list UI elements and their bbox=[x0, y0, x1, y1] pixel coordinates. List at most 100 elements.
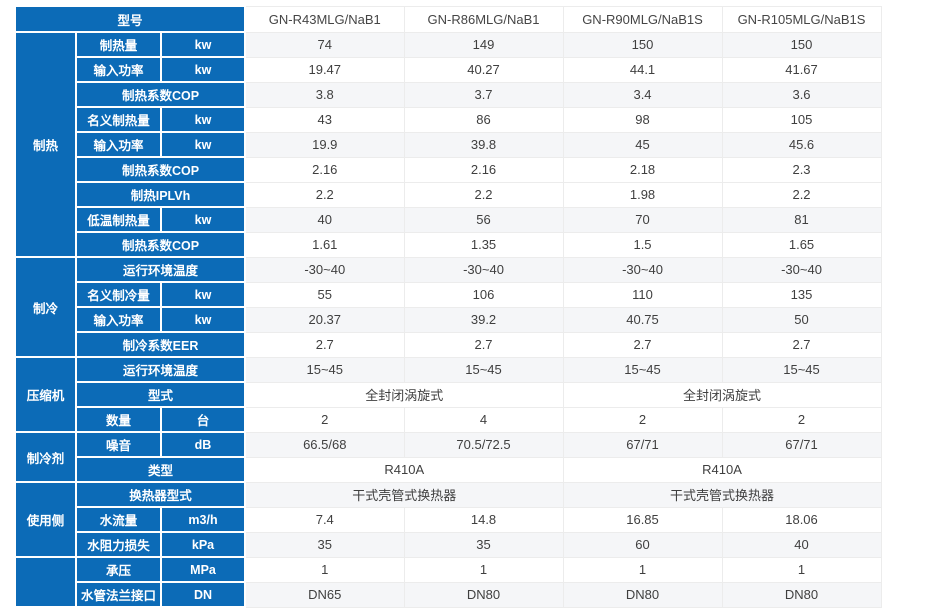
value-cell: 1 bbox=[562, 556, 723, 583]
value-cell: 86 bbox=[403, 106, 564, 133]
row-label-cell: 输入功率 bbox=[75, 56, 162, 83]
value-cell: 1 bbox=[244, 556, 405, 583]
value-cell: 35 bbox=[403, 531, 564, 558]
value-cell: 7.4 bbox=[244, 506, 405, 533]
value-cell: 150 bbox=[562, 31, 723, 58]
model-header-cell: GN-R86MLG/NaB1 bbox=[403, 5, 564, 33]
value-cell: 40 bbox=[244, 206, 405, 233]
table-row: 使用侧 换热器型式 干式壳管式换热器 干式壳管式换热器 bbox=[14, 481, 882, 558]
row-unit-cell: kw bbox=[159, 281, 247, 308]
value-cell: 19.47 bbox=[244, 56, 405, 83]
table-row: 制冷系数EER 2.7 2.7 2.7 2.7 bbox=[15, 331, 882, 358]
row-label-cell: 输入功率 bbox=[75, 306, 162, 333]
table-row: 水阻力损失 kPa 35 35 60 40 bbox=[15, 531, 882, 558]
table-row: 水流量 m3/h 7.4 14.8 16.85 18.06 bbox=[15, 506, 882, 533]
value-cell: 135 bbox=[721, 281, 882, 308]
value-cell: 2.3 bbox=[721, 156, 882, 183]
value-cell: 1 bbox=[403, 556, 564, 583]
table-row: 低温制热量 kw 40 56 70 81 bbox=[15, 206, 882, 233]
value-cell: 44.1 bbox=[562, 56, 723, 83]
value-cell: 2.7 bbox=[244, 331, 405, 358]
row-group-cell: 制冷 bbox=[14, 256, 77, 358]
row-unit-cell: kw bbox=[159, 106, 247, 133]
row-group-cell: 制冷剂 bbox=[14, 431, 77, 483]
table-row: 水管法兰接口 DN DN65 DN80 DN80 DN80 bbox=[15, 581, 882, 608]
row-group-cell: 使用侧 bbox=[14, 481, 77, 558]
value-cell: 3.7 bbox=[403, 81, 564, 108]
model-label-cell: 型号 bbox=[13, 5, 247, 33]
value-cell: 20.37 bbox=[244, 306, 405, 333]
value-cell: 1.5 bbox=[562, 231, 723, 258]
row-label-cell: 水流量 bbox=[75, 506, 162, 533]
value-cell: -30~40 bbox=[562, 256, 723, 283]
value-cell: 3.8 bbox=[244, 81, 405, 108]
row-label-cell: 运行环境温度 bbox=[74, 356, 247, 383]
value-cell: 14.8 bbox=[403, 506, 564, 533]
value-cell: 15~45 bbox=[244, 356, 405, 383]
row-label-cell: 制热系数COP bbox=[74, 231, 247, 258]
value-cell: 110 bbox=[562, 281, 723, 308]
value-cell: DN80 bbox=[403, 581, 564, 608]
row-label-cell: 制热IPLVh bbox=[74, 181, 247, 208]
value-cell: 2 bbox=[721, 406, 882, 433]
value-cell: 2.18 bbox=[562, 156, 723, 183]
value-cell: 106 bbox=[403, 281, 564, 308]
row-unit-cell: MPa bbox=[159, 556, 247, 583]
value-cell: 16.85 bbox=[562, 506, 723, 533]
value-cell: 45.6 bbox=[721, 131, 882, 158]
row-unit-cell: kw bbox=[159, 306, 247, 333]
value-cell: 55 bbox=[244, 281, 405, 308]
value-cell: 66.5/68 bbox=[244, 431, 405, 458]
value-cell: 70.5/72.5 bbox=[403, 431, 564, 458]
value-cell: 3.6 bbox=[721, 81, 882, 108]
value-cell: 2.2 bbox=[244, 181, 405, 208]
value-cell: -30~40 bbox=[721, 256, 882, 283]
row-label-cell: 水管法兰接口 bbox=[75, 581, 162, 608]
table-row: 制热系数COP 2.16 2.16 2.18 2.3 bbox=[15, 156, 882, 183]
row-unit-cell: m3/h bbox=[159, 506, 247, 533]
value-cell: 18.06 bbox=[721, 506, 882, 533]
value-cell: 2 bbox=[562, 406, 723, 433]
value-cell: 45 bbox=[562, 131, 723, 158]
row-label-cell: 水阻力损失 bbox=[75, 531, 162, 558]
table-row: 制热 制热量 kw 74 149 150 150 bbox=[14, 31, 882, 258]
table-row: 制冷 运行环境温度 -30~40 -30~40 -30~40 -30~40 bbox=[14, 256, 882, 358]
value-cell: 全封闭涡旋式 bbox=[244, 381, 564, 408]
header-row: 型号 GN-R43MLG/NaB1 GN-R86MLG/NaB1 GN-R90MLG/… bbox=[13, 5, 882, 33]
value-cell: 150 bbox=[721, 31, 882, 58]
value-cell: 4 bbox=[403, 406, 564, 433]
row-label-cell: 型式 bbox=[74, 381, 247, 408]
value-cell: 2.7 bbox=[721, 331, 882, 358]
row-unit-cell: 台 bbox=[159, 406, 247, 433]
value-cell: 40.75 bbox=[562, 306, 723, 333]
value-cell: DN80 bbox=[721, 581, 882, 608]
row-group-cell: 制热 bbox=[14, 31, 77, 258]
table-row: 名义制冷量 kw 55 106 110 135 bbox=[15, 281, 882, 308]
value-cell: 43 bbox=[244, 106, 405, 133]
value-cell: 41.67 bbox=[721, 56, 882, 83]
table-row: 型式 全封闭涡旋式 全封闭涡旋式 bbox=[15, 381, 882, 408]
table-row: 名义制热量 kw 43 86 98 105 bbox=[15, 106, 882, 133]
value-cell: 74 bbox=[244, 31, 405, 58]
row-label-cell: 名义制热量 bbox=[75, 106, 162, 133]
value-cell: 81 bbox=[721, 206, 882, 233]
value-cell: 15~45 bbox=[403, 356, 564, 383]
value-cell: 39.2 bbox=[403, 306, 564, 333]
value-cell: -30~40 bbox=[403, 256, 564, 283]
value-cell: 2.7 bbox=[562, 331, 723, 358]
value-cell: DN65 bbox=[244, 581, 405, 608]
table-row: 制热系数COP 1.61 1.35 1.5 1.65 bbox=[15, 231, 882, 258]
row-label-cell: 噪音 bbox=[75, 431, 162, 458]
row-label-cell: 输入功率 bbox=[75, 131, 162, 158]
value-cell: 3.4 bbox=[562, 81, 723, 108]
table-row: 类型 R410A R410A bbox=[15, 456, 882, 483]
row-label-cell: 换热器型式 bbox=[74, 481, 247, 508]
row-group-cell: 压缩机 bbox=[14, 356, 77, 433]
value-cell: 1.98 bbox=[562, 181, 723, 208]
row-unit-cell: dB bbox=[159, 431, 247, 458]
value-cell: 39.8 bbox=[403, 131, 564, 158]
value-cell: 67/71 bbox=[721, 431, 882, 458]
value-cell: 40.27 bbox=[403, 56, 564, 83]
row-label-cell: 制冷系数EER bbox=[74, 331, 247, 358]
